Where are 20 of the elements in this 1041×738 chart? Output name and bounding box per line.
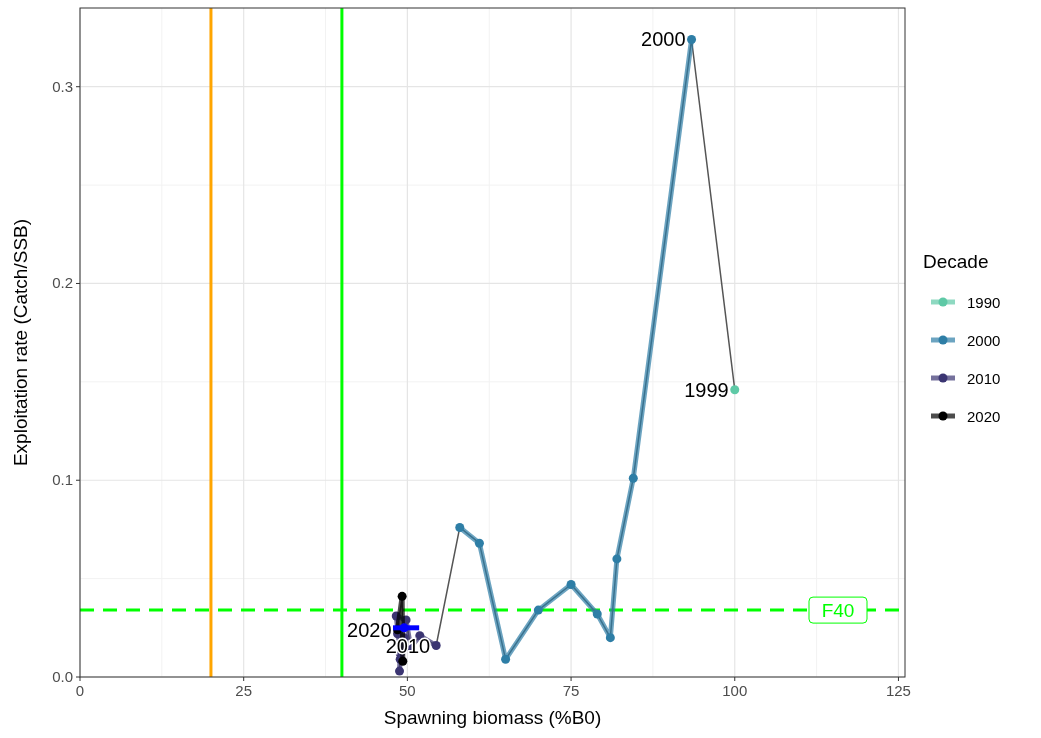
- x-tick-label: 100: [722, 682, 748, 699]
- y-axis-title: Exploitation rate (Catch/SSB): [10, 218, 31, 467]
- x-tick-label: 50: [399, 682, 416, 699]
- x-tick-label: 75: [562, 682, 580, 699]
- legend-label: 2020: [967, 408, 1001, 425]
- legend-label: 1990: [967, 294, 1001, 311]
- y-tick-label: 0.2: [52, 274, 73, 292]
- x-tick-label: 125: [885, 682, 911, 699]
- x-axis-title: Spawning biomass (%B0): [383, 707, 602, 728]
- ref-line-label: F40: [821, 600, 855, 622]
- annotation: 2000: [641, 28, 686, 51]
- x-tick-label: 0: [75, 682, 85, 699]
- legend-label: 2000: [967, 332, 1001, 349]
- annotation: 1999: [684, 378, 729, 401]
- y-tick-label: 0.1: [52, 471, 73, 489]
- y-tick-label: 0.3: [52, 77, 73, 95]
- x-tick-label: 25: [235, 682, 253, 699]
- legend-label: 2010: [967, 370, 1001, 387]
- legend-title: Decade: [923, 251, 989, 272]
- y-tick-label: 0.0: [52, 668, 73, 685]
